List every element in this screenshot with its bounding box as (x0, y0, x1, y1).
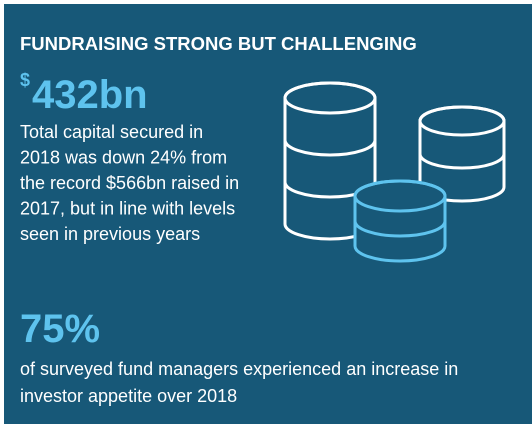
coin-top (283, 81, 377, 115)
coin-edge (353, 220, 447, 238)
coin-stack (418, 105, 506, 203)
description-line: seen in previous years (20, 224, 200, 244)
description-line: 2017, but in line with levels (20, 199, 235, 219)
coin-icons (283, 81, 506, 263)
title: FUNDRAISING STRONG BUT CHALLENGING (20, 33, 417, 54)
coin-body (353, 179, 447, 263)
description-line: investor appetite over 2018 (20, 386, 237, 406)
stat-value: 75% (20, 307, 100, 351)
coin-edge (418, 153, 506, 170)
description-line: the record $566bn raised in (20, 173, 239, 193)
stat-value: 432bn (32, 73, 148, 117)
description-line: of surveyed fund managers experienced an… (20, 359, 458, 379)
coin-stack (353, 179, 447, 263)
coin-top (418, 105, 506, 137)
description-line: 2018 was down 24% from (20, 148, 227, 168)
description-line: Total capital secured in (20, 122, 203, 142)
coin-edge (283, 139, 377, 157)
coin-top (353, 179, 447, 213)
currency-symbol: $ (20, 70, 30, 90)
